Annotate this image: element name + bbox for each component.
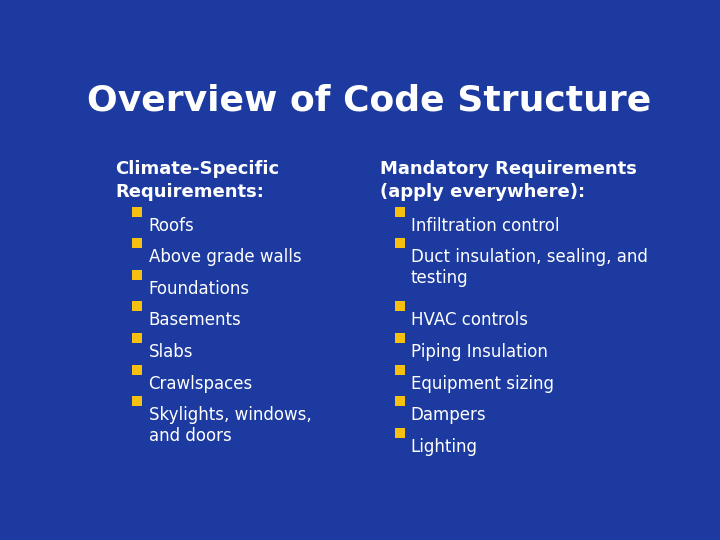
Text: Infiltration control: Infiltration control <box>411 217 559 234</box>
Text: Above grade walls: Above grade walls <box>148 248 301 266</box>
Text: Climate-Specific
Requirements:: Climate-Specific Requirements: <box>115 160 279 201</box>
Text: Equipment sizing: Equipment sizing <box>411 375 554 393</box>
Text: Duct insulation, sealing, and
testing: Duct insulation, sealing, and testing <box>411 248 648 287</box>
Text: Crawlspaces: Crawlspaces <box>148 375 253 393</box>
Text: HVAC controls: HVAC controls <box>411 312 528 329</box>
Text: Slabs: Slabs <box>148 343 193 361</box>
Text: Roofs: Roofs <box>148 217 194 234</box>
Text: Lighting: Lighting <box>411 438 478 456</box>
Text: Skylights, windows,
and doors: Skylights, windows, and doors <box>148 406 311 445</box>
Text: Basements: Basements <box>148 312 241 329</box>
Text: Foundations: Foundations <box>148 280 250 298</box>
Text: Mandatory Requirements
(apply everywhere):: Mandatory Requirements (apply everywhere… <box>380 160 637 201</box>
Text: Overview of Code Structure: Overview of Code Structure <box>87 84 651 118</box>
Text: Piping Insulation: Piping Insulation <box>411 343 548 361</box>
Text: Dampers: Dampers <box>411 406 487 424</box>
